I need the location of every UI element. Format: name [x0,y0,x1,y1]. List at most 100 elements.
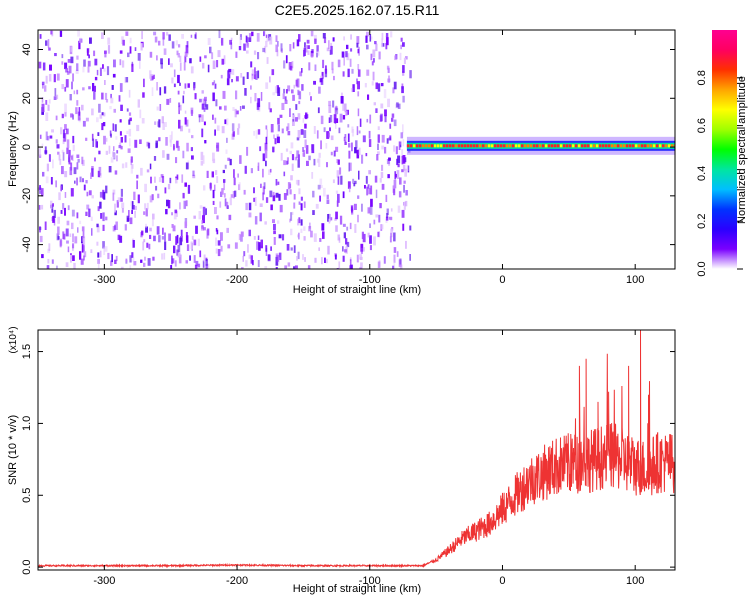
noise-cell [337,59,341,68]
noise-cell [77,111,81,121]
noise-cell [159,87,162,96]
noise-cell [402,95,405,103]
noise-cell [47,248,50,254]
noise-cell [112,123,114,131]
noise-cell [146,242,149,248]
noise-cell [264,149,268,159]
noise-cell [76,177,78,186]
noise-cell [402,42,405,47]
carrier-core [574,144,578,148]
snr-y-label: SNR (10 * v/v) [7,415,19,485]
noise-cell [331,68,334,74]
noise-cell [126,108,129,112]
noise-cell [289,44,292,52]
noise-cell [66,147,69,155]
noise-cell [124,77,127,83]
noise-cell [347,68,350,78]
noise-cell [256,241,259,250]
carrier-core [616,144,620,148]
noise-cell [75,107,78,115]
noise-cell [187,184,191,194]
noise-cell [345,51,348,58]
noise-cell [400,44,402,50]
noise-cell [76,162,79,170]
noise-cell [161,236,165,240]
noise-cell [198,115,201,123]
noise-cell [347,133,350,143]
noise-cell [129,265,132,269]
noise-cell [298,34,301,42]
noise-cell [365,153,368,157]
noise-cell [126,215,130,222]
noise-cell [311,172,314,179]
noise-cell [155,185,158,191]
noise-cell [173,213,177,220]
noise-cell [115,221,118,230]
noise-cell [176,174,179,180]
noise-cell [289,150,292,155]
noise-cell [212,152,215,162]
noise-cell [237,128,240,135]
noise-cell [119,119,122,123]
noise-cell [339,167,342,175]
noise-cell [164,241,167,250]
noise-cell [47,135,50,141]
noise-cell [304,42,306,48]
carrier-core [610,144,614,148]
noise-cell [265,160,267,167]
noise-cell [400,37,403,42]
noise-cell [356,36,360,45]
noise-cell [298,91,302,100]
noise-cell [385,33,389,37]
noise-cell [121,202,125,209]
noise-cell [79,251,82,260]
noise-cell [167,183,171,190]
noise-cell [114,259,117,264]
noise-cell [232,191,235,199]
noise-cell [226,137,228,143]
noise-cell [342,71,345,77]
noise-cell [295,104,298,110]
noise-cell [262,153,266,162]
noise-cell [369,205,373,215]
noise-cell [335,190,339,194]
carrier-core [640,144,644,148]
noise-cell [238,46,242,51]
noise-cell [199,250,202,258]
noise-cell [120,104,123,111]
noise-cell [82,229,85,239]
noise-cell [402,65,405,73]
noise-cell [329,127,331,132]
colorbar-tick-label: 0.6 [696,118,708,133]
noise-cell [381,145,385,150]
noise-cell [304,139,307,149]
carrier-core [544,144,548,148]
noise-cell [328,117,331,123]
noise-cell [113,59,116,68]
snr-x-ticks: -300 -200 -100 0 100 [93,330,644,587]
noise-cell [273,230,276,235]
snr-x-label: Height of straight line (km) [293,583,421,595]
noise-cell [69,94,72,101]
noise-cell [129,46,132,54]
noise-cell [183,200,186,209]
noise-cell [293,245,296,253]
noise-cell [176,234,179,244]
noise-cell [358,170,360,180]
x-tick-label: 100 [626,575,644,587]
noise-cell [312,210,315,215]
noise-cell [286,189,289,196]
noise-cell [369,34,372,42]
carrier-core [490,144,494,148]
noise-cell [257,70,260,79]
noise-cell [289,65,293,71]
noise-cell [61,84,65,90]
noise-cell [343,232,346,239]
noise-cell [108,145,111,154]
noise-cell [180,229,183,237]
noise-cell [115,255,118,262]
carrier-core [502,144,506,148]
noise-cell [130,201,132,206]
noise-cell [90,216,93,221]
noise-cell [191,155,194,160]
